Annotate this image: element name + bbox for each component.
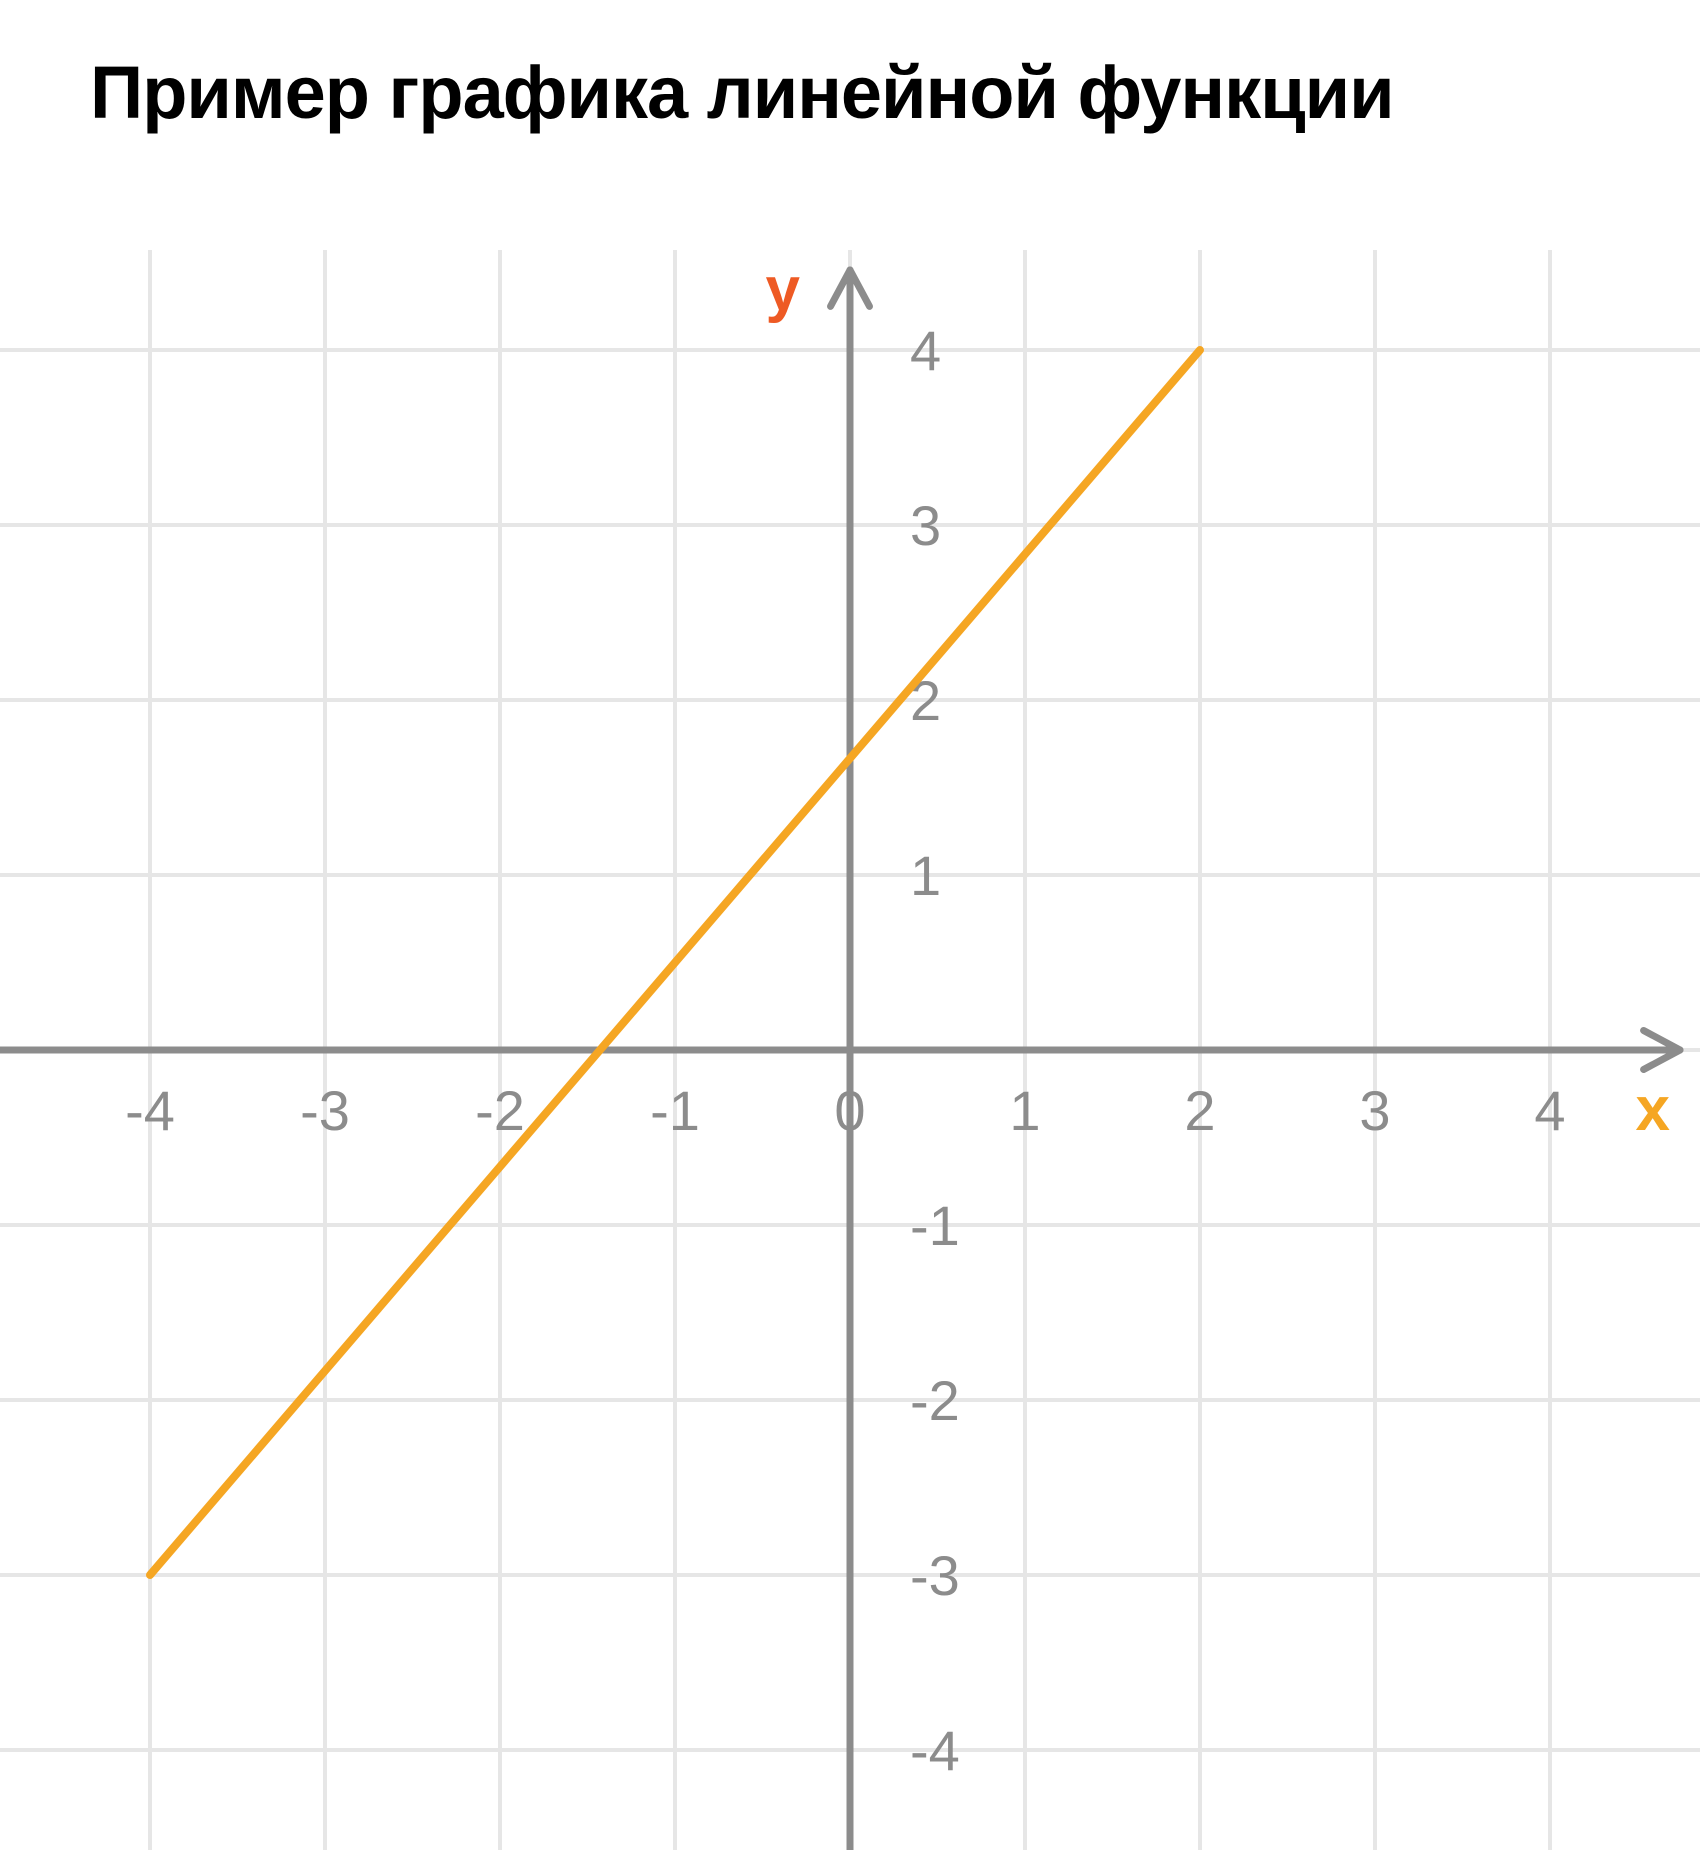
chart-wrapper: yx-4-3-2-1012341234-1-2-3-4 xyxy=(0,250,1700,1850)
x-tick-label: -4 xyxy=(125,1079,175,1142)
y-tick-label: -3 xyxy=(910,1544,960,1607)
x-axis-label: x xyxy=(1636,1075,1671,1144)
x-tick-label: -3 xyxy=(300,1079,350,1142)
y-tick-label: 1 xyxy=(910,844,941,907)
x-tick-label: -1 xyxy=(650,1079,700,1142)
x-tick-label: 1 xyxy=(1009,1079,1040,1142)
x-tick-label: -2 xyxy=(475,1079,525,1142)
y-tick-label: -2 xyxy=(910,1369,960,1432)
y-axis-label: y xyxy=(766,255,801,324)
y-tick-label: 4 xyxy=(910,319,941,382)
x-tick-label: 2 xyxy=(1184,1079,1215,1142)
x-tick-label: 3 xyxy=(1359,1079,1390,1142)
x-tick-label: 4 xyxy=(1534,1079,1565,1142)
y-tick-label: -1 xyxy=(910,1194,960,1257)
chart-title: Пример графика линейной функции xyxy=(90,50,1394,135)
y-tick-label: 3 xyxy=(910,494,941,557)
x-tick-label: 0 xyxy=(834,1079,865,1142)
y-tick-label: -4 xyxy=(910,1719,960,1782)
page-container: Пример графика линейной функции y x -4 -3 -2… xyxy=(0,0,1700,1850)
linear-function-chart: yx-4-3-2-1012341234-1-2-3-4 xyxy=(0,250,1700,1850)
